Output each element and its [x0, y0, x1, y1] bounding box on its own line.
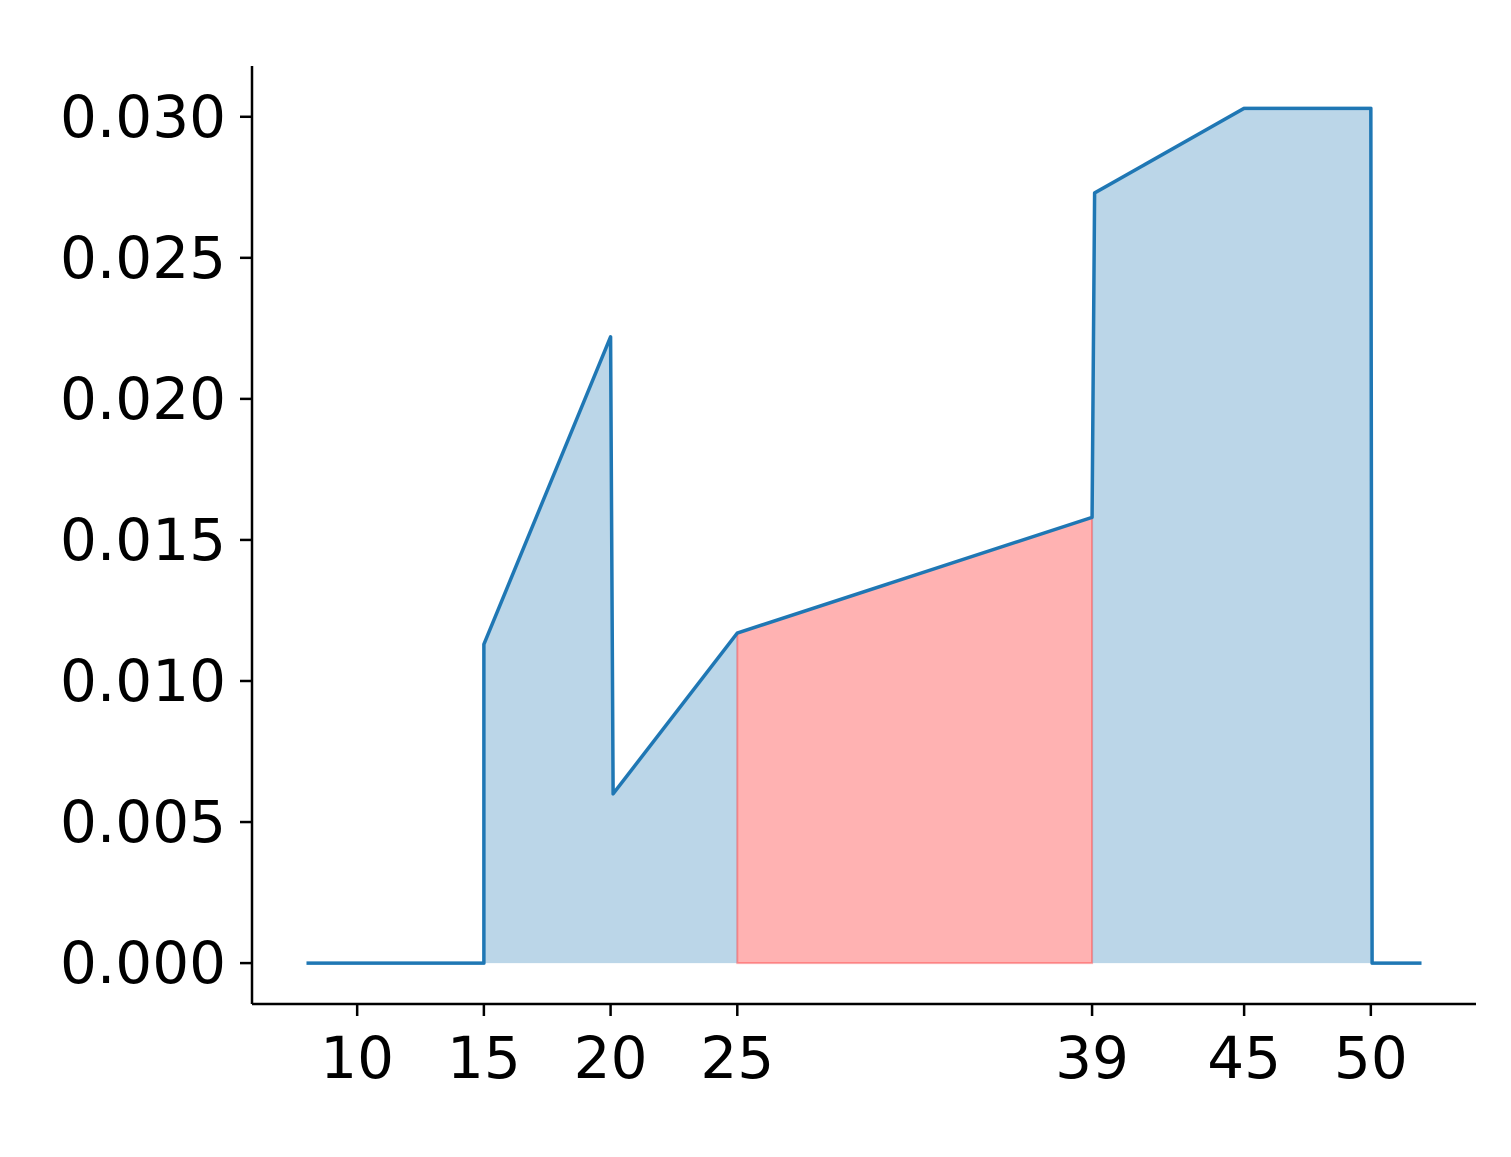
series-line	[306, 106, 1422, 965]
y-tick-label: 0.015	[60, 506, 226, 574]
x-ticks: 10 15 20 25 39 45 50	[320, 1004, 1408, 1092]
red-highlight-fill	[736, 515, 1094, 965]
axes	[250, 66, 1476, 1006]
x-tick-label: 15	[447, 1024, 521, 1092]
y-tick-label: 0.005	[60, 788, 226, 856]
series-lines	[306, 106, 1422, 965]
x-tick-label: 45	[1207, 1024, 1281, 1092]
blue-area-fill	[306, 108, 1422, 964]
x-tick-label: 50	[1334, 1024, 1408, 1092]
x-tick-label: 25	[700, 1024, 774, 1092]
y-tick-label: 0.030	[60, 83, 226, 151]
y-ticks: 0.000 0.005 0.010 0.015 0.020 0.025 0.030	[60, 83, 252, 997]
x-tick-label: 39	[1055, 1024, 1129, 1092]
y-tick-label: 0.000	[60, 929, 226, 997]
y-tick-label: 0.025	[60, 224, 226, 292]
x-tick-label: 10	[320, 1024, 394, 1092]
y-tick-label: 0.010	[60, 647, 226, 715]
x-tick-label: 20	[574, 1024, 648, 1092]
y-tick-label: 0.020	[60, 365, 226, 433]
area-fills	[306, 108, 1422, 965]
highlight-underlay	[737, 517, 1093, 964]
